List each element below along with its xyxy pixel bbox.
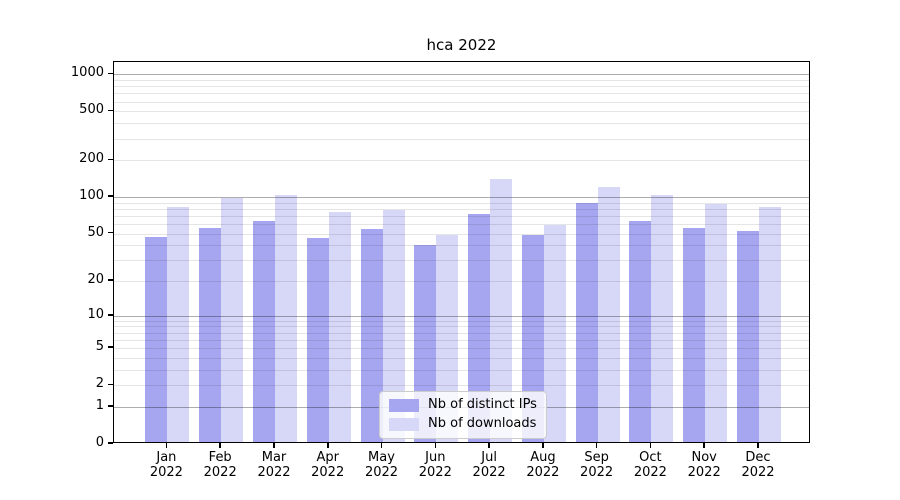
bar-downloads-may — [382, 210, 405, 442]
y-tick-label-2: 2 — [95, 376, 104, 392]
bar-distinct-ips-feb — [199, 227, 222, 442]
y-tick-mark-5 — [108, 346, 113, 348]
bar-downloads-jun — [436, 234, 459, 442]
x-tick-label-jun: Jun 2022 — [418, 450, 452, 480]
x-tick-mark-jan — [165, 443, 168, 448]
bar-downloads-feb — [221, 198, 244, 442]
bar-downloads-jul — [490, 178, 513, 442]
y-tick-mark-2 — [108, 383, 113, 385]
x-tick-mark-apr — [327, 443, 329, 448]
legend: Nb of distinct IPs Nb of downloads — [379, 391, 547, 439]
bar-distinct-ips-aug — [521, 234, 544, 442]
y-tick-mark-50 — [108, 231, 113, 234]
x-tick-label-apr: Apr 2022 — [311, 450, 345, 480]
x-tick-mark-dec — [757, 443, 759, 448]
x-tick-mark-jul — [488, 443, 490, 448]
legend-item-distinct-ips: Nb of distinct IPs — [389, 397, 537, 413]
y-tick-label-100: 100 — [79, 188, 104, 204]
x-tick-mark-nov — [703, 443, 705, 448]
y-tick-label-200: 200 — [79, 151, 104, 167]
y-tick-label-1: 1 — [95, 397, 104, 413]
bar-distinct-ips-apr — [306, 238, 329, 442]
x-tick-label-aug: Aug 2022 — [526, 450, 560, 480]
x-tick-label-jan: Jan 2022 — [149, 450, 183, 480]
y-tick-label-1000: 1000 — [70, 65, 104, 81]
bar-distinct-ips-oct — [629, 221, 652, 442]
plot-area: Nb of distinct IPs Nb of downloads — [113, 61, 810, 443]
x-tick-label-may: May 2022 — [364, 450, 399, 480]
y-tick-mark-100 — [108, 195, 113, 197]
bar-downloads-oct — [651, 195, 674, 442]
y-tick-label-500: 500 — [79, 102, 104, 118]
y-tick-mark-0 — [108, 442, 113, 444]
y-tick-mark-1000 — [108, 72, 113, 75]
y-tick-label-5: 5 — [95, 339, 104, 355]
bar-distinct-ips-dec — [736, 230, 759, 442]
bar-distinct-ips-may — [360, 228, 383, 442]
legend-swatch-distinct-ips — [389, 398, 419, 412]
y-tick-mark-20 — [108, 279, 113, 281]
x-tick-label-dec: Dec 2022 — [741, 450, 775, 480]
y-tick-label-0: 0 — [95, 435, 104, 450]
x-tick-label-sep: Sep 2022 — [580, 450, 614, 480]
y-tick-mark-1 — [108, 405, 113, 407]
bar-downloads-apr — [328, 212, 351, 442]
bar-distinct-ips-jan — [145, 237, 168, 442]
bar-downloads-dec — [758, 206, 781, 442]
bar-downloads-mar — [274, 195, 297, 442]
bar-distinct-ips-jul — [468, 213, 491, 442]
y-tick-label-20: 20 — [87, 272, 104, 288]
x-tick-label-nov: Nov 2022 — [687, 450, 721, 480]
y-tick-mark-200 — [108, 158, 113, 160]
legend-label-distinct-ips: Nb of distinct IPs — [428, 397, 537, 412]
bar-distinct-ips-sep — [575, 203, 598, 442]
x-tick-mark-jun — [434, 443, 436, 448]
bar-distinct-ips-mar — [252, 221, 275, 442]
bar-distinct-ips-nov — [683, 227, 706, 442]
bar-downloads-nov — [705, 203, 728, 442]
bars-layer — [114, 62, 809, 442]
chart-title: hca 2022 — [426, 36, 497, 54]
y-tick-mark-500 — [108, 109, 113, 112]
x-tick-mark-sep — [595, 443, 598, 448]
bar-downloads-sep — [597, 187, 620, 442]
legend-swatch-downloads — [389, 417, 419, 431]
x-tick-mark-oct — [649, 443, 652, 448]
y-tick-label-50: 50 — [87, 224, 104, 240]
x-tick-label-jul: Jul 2022 — [472, 450, 506, 480]
bar-downloads-jan — [167, 206, 190, 442]
x-tick-label-oct: Oct 2022 — [633, 450, 667, 480]
x-tick-mark-may — [380, 443, 383, 448]
x-tick-mark-aug — [542, 443, 544, 448]
bar-downloads-aug — [543, 224, 566, 442]
y-tick-label-10: 10 — [87, 306, 104, 322]
x-tick-mark-mar — [273, 443, 275, 448]
x-tick-label-mar: Mar 2022 — [257, 450, 291, 480]
x-tick-label-feb: Feb 2022 — [203, 450, 237, 480]
x-tick-mark-feb — [219, 443, 221, 448]
legend-label-downloads: Nb of downloads — [428, 416, 537, 431]
y-tick-mark-10 — [108, 314, 113, 316]
legend-item-downloads: Nb of downloads — [389, 416, 537, 432]
